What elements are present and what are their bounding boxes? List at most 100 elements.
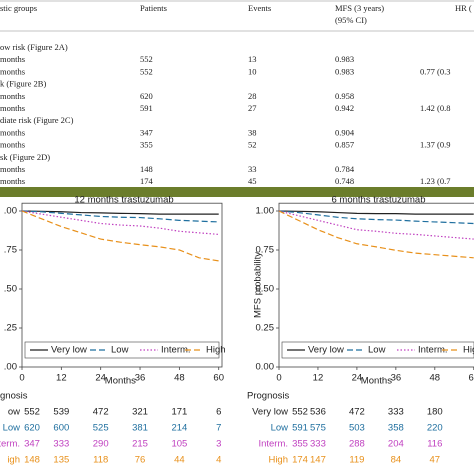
risk-count: 204 (388, 439, 404, 450)
table-cell: months (0, 127, 25, 137)
table-cell: 27 (248, 103, 257, 113)
risk-count: 44 (174, 455, 185, 466)
table-cell: 1.37 (0.9 (420, 140, 450, 150)
chart-title: 12 months trastuzumab (74, 195, 173, 206)
risk-count: 116 (427, 439, 442, 450)
table-cell: months (0, 140, 25, 150)
risk-count: 6 (216, 407, 221, 418)
table-cell: 347 (140, 127, 153, 137)
survival-curve (21, 210, 219, 262)
table-cell: months (0, 176, 25, 186)
risk-row-label: Interm. (258, 439, 288, 450)
risk-count: 575 (310, 423, 326, 434)
y-tick-label: .00 (4, 206, 17, 217)
risk-count: 333 (310, 439, 326, 450)
risk-count: 119 (349, 455, 364, 466)
risk-count: 220 (427, 423, 443, 434)
table-cell: 0.784 (335, 164, 355, 174)
table-cell: 1.42 (0.8 (420, 103, 450, 113)
risk-count: 215 (132, 439, 148, 450)
table-cell: 0.748 (335, 176, 354, 186)
x-tick-label: 0 (276, 373, 281, 384)
y-axis-label: MFS probability (253, 252, 264, 318)
survival-curve (278, 210, 474, 240)
risk-row-label: Low (3, 423, 21, 434)
risk-count: 4 (216, 455, 221, 466)
charts: 12 months trastuzumab.00.25.50.75.000 12 2… (0, 195, 474, 466)
legend-label: Low (111, 345, 129, 356)
legend-label: High (463, 345, 474, 356)
risk-count: 214 (171, 423, 187, 434)
risk-count: 552 (292, 407, 308, 418)
survival-curve (21, 210, 219, 215)
table-cell: months (0, 91, 25, 101)
risk-count: 47 (430, 455, 441, 466)
survival-curve (21, 210, 219, 223)
table-cell: 355 (140, 140, 153, 150)
table-cell: 0.904 (335, 127, 355, 137)
column-header: Events (248, 3, 271, 13)
risk-count: 290 (93, 439, 109, 450)
risk-count: 76 (135, 455, 146, 466)
x-tick-label: 0 (19, 373, 24, 384)
survival-curve (278, 210, 474, 225)
risk-count: 7 (216, 423, 221, 434)
table-cell: 52 (248, 140, 257, 150)
risk-count: 472 (93, 407, 109, 418)
risk-count: 381 (132, 423, 148, 434)
risk-row-label: High (268, 455, 288, 466)
risk-count: 174 (292, 455, 308, 466)
legend-label: Interm. (161, 345, 191, 356)
results-table: stic groups Patients Events MFS (3 years) HR… (0, 0, 474, 197)
table-cell: 0.942 (335, 103, 354, 113)
risk-count: 591 (292, 423, 308, 434)
table-cell: 0.958 (335, 91, 354, 101)
table-cell: months (0, 103, 25, 113)
table-cell: 13 (248, 54, 257, 64)
risk-count: 539 (53, 407, 69, 418)
risk-count: 288 (349, 439, 365, 450)
table-cell: 45 (248, 176, 257, 186)
table-cell: months (0, 164, 25, 174)
x-tick-label: 60 (468, 373, 474, 384)
risk-count: 600 (53, 423, 69, 434)
table-cell: 33 (248, 164, 257, 174)
risk-count: 84 (391, 455, 402, 466)
separator-band (0, 187, 474, 197)
risk-count: 472 (349, 407, 365, 418)
risk-row-label: Low (271, 423, 289, 434)
y-tick-label: .50 (4, 284, 17, 295)
x-tick-label: 48 (430, 373, 441, 384)
y-tick-label: 0.50 (256, 284, 275, 295)
group-label: k (Figure 2B) (0, 79, 46, 89)
table-cell: 174 (140, 176, 154, 186)
x-tick-label: 36 (135, 373, 146, 384)
risk-count: 347 (24, 439, 40, 450)
legend-label: Interm. (418, 345, 448, 356)
risk-count: 333 (53, 439, 69, 450)
risk-count: 503 (349, 423, 365, 434)
table-cell: 591 (140, 103, 153, 113)
legend-box (281, 341, 474, 359)
table-cell: 148 (140, 164, 153, 174)
legend-label: Very low (51, 345, 87, 356)
group-label: sk (Figure 2D) (0, 152, 50, 162)
table-cell: 0.77 (0.3 (420, 66, 450, 76)
risk-count: 171 (171, 407, 187, 418)
risk-count: 118 (93, 455, 108, 466)
x-tick-label: 60 (213, 373, 224, 384)
x-axis-label: Months (361, 376, 392, 387)
risk-count: 180 (427, 407, 443, 418)
risk-row-label: Very low (252, 407, 288, 418)
survival-curve (21, 210, 219, 235)
table-cell: 552 (140, 54, 153, 64)
km-chart: 12 months trastuzumab.00.25.50.75.000 12 2… (0, 195, 226, 466)
column-header: stic groups (0, 3, 37, 13)
risk-count: 525 (93, 423, 109, 434)
risk-count: 536 (310, 407, 326, 418)
risk-count: 620 (24, 423, 40, 434)
x-tick-label: 24 (352, 373, 363, 384)
legend-box (24, 341, 220, 359)
y-tick-label: .75 (4, 245, 17, 256)
chart-title: 6 months trastuzumab (332, 195, 426, 206)
